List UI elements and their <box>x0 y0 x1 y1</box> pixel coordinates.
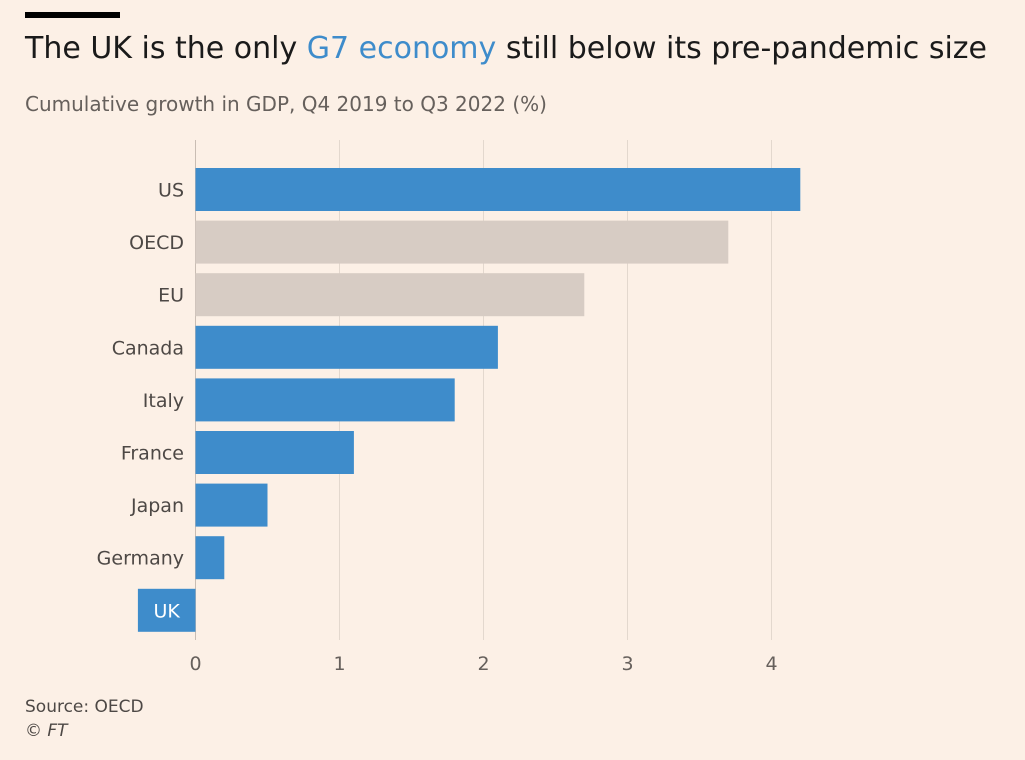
category-label: OECD <box>129 232 184 254</box>
bar-japan <box>195 483 268 527</box>
chart-subtitle: Cumulative growth in GDP, Q4 2019 to Q3 … <box>25 92 547 116</box>
title-highlight: G7 economy <box>306 31 497 66</box>
bar-france <box>195 431 354 474</box>
title-pre: The UK is the only <box>25 31 307 66</box>
copyright-note: © FT <box>25 721 68 741</box>
bar-oecd <box>195 220 729 264</box>
bar-germany <box>195 536 225 580</box>
category-label: Canada <box>112 337 184 359</box>
category-label: Germany <box>97 548 184 570</box>
x-tick-label: 0 <box>189 653 201 675</box>
header-rule <box>25 12 120 18</box>
tick-layer: 0 1 2 3 4 <box>189 653 777 675</box>
x-tick-label: 2 <box>477 653 489 675</box>
bar-us <box>195 168 801 211</box>
category-label: EU <box>158 285 184 307</box>
bar-uk <box>137 588 196 632</box>
x-tick-label: 3 <box>621 653 633 675</box>
bar-italy <box>195 378 455 422</box>
category-label: Italy <box>143 390 184 412</box>
title-post: still below its pre-pandemic size <box>496 31 987 66</box>
category-label: France <box>121 443 184 465</box>
category-label: Japan <box>130 495 184 517</box>
bar-canada <box>195 325 498 369</box>
bar-eu <box>195 273 585 317</box>
label-layer: US OECD EU Canada Italy France Japan Germany UK <box>97 180 184 623</box>
chart-title: The UK is the only G7 economy still belo… <box>25 28 987 70</box>
bar-chart: USOECDEUCanadaItalyFranceJapanGermanyUK … <box>97 140 801 675</box>
bar-layer <box>137 168 801 632</box>
x-tick-label: 4 <box>765 653 777 675</box>
x-tick-label: 1 <box>333 653 345 675</box>
category-label: US <box>158 180 184 202</box>
source-note: Source: OECD <box>25 697 144 717</box>
category-label: UK <box>154 600 181 622</box>
